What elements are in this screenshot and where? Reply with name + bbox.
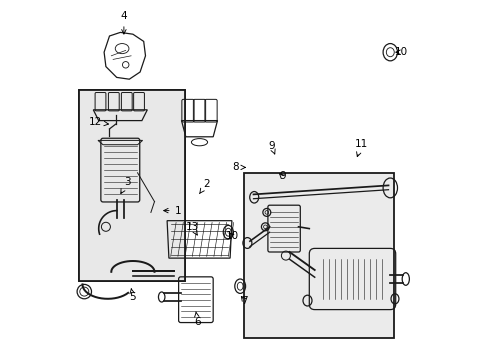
Text: 5: 5 xyxy=(129,289,136,302)
Bar xyxy=(244,173,393,338)
Text: 3: 3 xyxy=(121,177,131,194)
Text: 2: 2 xyxy=(199,179,209,194)
Text: 9: 9 xyxy=(267,141,275,154)
Text: 12: 12 xyxy=(88,117,108,127)
Bar xyxy=(79,90,185,281)
Text: 9: 9 xyxy=(279,171,285,181)
Text: 6: 6 xyxy=(194,312,201,327)
Bar xyxy=(79,90,185,281)
Text: 8: 8 xyxy=(232,162,245,172)
Text: 10: 10 xyxy=(394,47,407,57)
Text: 11: 11 xyxy=(354,139,367,157)
Text: 13: 13 xyxy=(185,222,199,235)
Text: 1: 1 xyxy=(163,206,181,216)
Text: 4: 4 xyxy=(121,11,127,34)
Text: 10: 10 xyxy=(225,231,238,241)
Text: 7: 7 xyxy=(241,296,247,306)
